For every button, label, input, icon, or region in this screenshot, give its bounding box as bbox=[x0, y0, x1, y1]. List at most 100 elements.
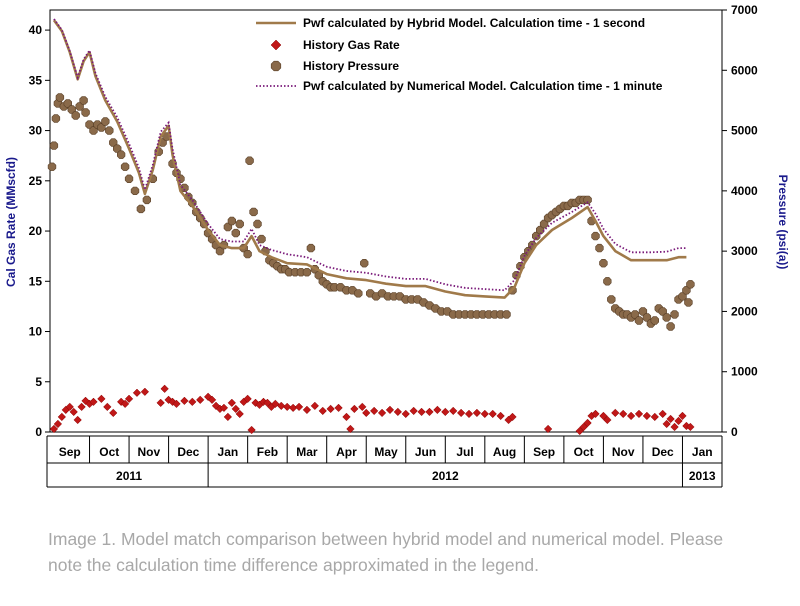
left-tick-label: 10 bbox=[29, 325, 43, 339]
history-gas-rate-point bbox=[65, 402, 74, 412]
month-label: Apr bbox=[336, 445, 357, 459]
history-gas-rate-point bbox=[678, 411, 687, 421]
history-gas-rate-point bbox=[543, 424, 553, 434]
history-pressure-point bbox=[105, 126, 114, 135]
month-label: Dec bbox=[652, 445, 674, 459]
history-pressure-point bbox=[227, 216, 236, 226]
history-gas-rate-point bbox=[326, 404, 335, 414]
history-gas-rate-point bbox=[294, 402, 304, 412]
history-gas-rate-point bbox=[172, 399, 181, 409]
history-gas-rate-point bbox=[417, 407, 426, 417]
history-gas-rate-point bbox=[73, 415, 82, 425]
history-pressure-point bbox=[249, 207, 258, 217]
month-label: Sep bbox=[59, 445, 81, 459]
history-pressure-point bbox=[120, 162, 130, 171]
series-layer bbox=[47, 18, 695, 436]
history-gas-rate-point bbox=[464, 409, 474, 419]
history-pressure-point bbox=[71, 111, 80, 120]
x-axis: Sep Oct Nov Dec Jan Feb Mar Apr May Jun Jul Aug Sep O… bbox=[46, 435, 723, 488]
month-label: Feb bbox=[257, 445, 278, 459]
history-gas-rate-point bbox=[283, 402, 292, 412]
history-pressure-point bbox=[51, 114, 61, 123]
year-label: 2012 bbox=[432, 469, 459, 483]
history-gas-rate-point bbox=[441, 407, 450, 417]
history-gas-rate-point bbox=[433, 405, 442, 415]
history-gas-rate-point bbox=[350, 404, 359, 414]
history-gas-rate-point bbox=[619, 409, 628, 419]
history-gas-rate-point bbox=[686, 422, 695, 432]
history-gas-rate-point bbox=[57, 412, 67, 422]
left-tick-label: 25 bbox=[29, 174, 43, 188]
history-gas-rate-point bbox=[666, 414, 675, 424]
left-axis-title: Cal Gas Rate (MMscfd) bbox=[4, 157, 18, 287]
month-label: Jun bbox=[415, 445, 436, 459]
left-axis: 0 5 10 15 20 25 30 35 40 bbox=[29, 23, 50, 439]
month-label: Nov bbox=[137, 445, 160, 459]
history-gas-rate-point bbox=[362, 408, 371, 418]
history-gas-rate-point bbox=[579, 422, 588, 432]
plot-border bbox=[49, 9, 723, 433]
history-pressure-point bbox=[670, 310, 679, 319]
chart-container: 0 5 10 15 20 25 30 35 40 0 1000 2000 3000 4000 5000 60… bbox=[4, 3, 790, 488]
history-gas-rate-point bbox=[223, 412, 233, 422]
history-gas-rate-point bbox=[227, 398, 236, 408]
history-gas-rate-point bbox=[310, 401, 320, 411]
history-gas-rate-point bbox=[342, 412, 351, 422]
history-gas-rate-point bbox=[219, 403, 229, 413]
history-gas-rate-point bbox=[109, 408, 118, 418]
left-tick-label: 5 bbox=[35, 375, 42, 389]
history-pressure-point bbox=[81, 108, 90, 117]
year-label: 2013 bbox=[689, 469, 716, 483]
history-gas-rate-point bbox=[634, 409, 644, 419]
history-gas-rate-point bbox=[409, 406, 418, 416]
history-pressure-point bbox=[360, 258, 369, 268]
history-pressure-point bbox=[650, 316, 660, 325]
history-gas-rate-point bbox=[277, 401, 286, 411]
history-pressure-point bbox=[354, 289, 363, 298]
right-axis: 0 1000 2000 3000 4000 5000 6000 7000 bbox=[722, 3, 758, 439]
left-tick-label: 15 bbox=[29, 274, 43, 288]
history-gas-rate-point bbox=[358, 402, 367, 412]
right-tick-label: 0 bbox=[731, 425, 738, 439]
history-gas-rate-point bbox=[626, 411, 636, 421]
right-tick-label: 4000 bbox=[731, 184, 758, 198]
history-pressure-point bbox=[245, 156, 254, 165]
year-label: 2011 bbox=[116, 469, 142, 483]
history-gas-rate-point bbox=[196, 395, 205, 405]
hybrid-model-line bbox=[52, 19, 687, 299]
month-label: Oct bbox=[574, 445, 594, 459]
history-gas-rate-point bbox=[49, 424, 59, 434]
history-gas-rate-point bbox=[472, 408, 482, 418]
history-pressure-point bbox=[253, 219, 262, 229]
left-tick-label: 30 bbox=[29, 124, 43, 138]
history-gas-rate-point bbox=[243, 394, 252, 403]
history-gas-rate-point bbox=[456, 408, 466, 418]
history-gas-rate-point bbox=[132, 388, 142, 397]
history-gas-rate-point bbox=[89, 397, 98, 407]
history-gas-rate-point bbox=[235, 409, 244, 419]
month-label: Nov bbox=[612, 445, 635, 459]
history-pressure-point bbox=[662, 313, 671, 322]
history-gas-rate-point bbox=[247, 425, 256, 435]
history-pressure-point bbox=[257, 234, 266, 244]
chart-svg: 0 5 10 15 20 25 30 35 40 0 1000 2000 3000 4000 5000 60… bbox=[4, 3, 790, 488]
right-tick-label: 1000 bbox=[731, 365, 758, 379]
history-pressure-point bbox=[136, 204, 146, 214]
history-gas-rate-point bbox=[674, 416, 683, 426]
history-gas-rate-point bbox=[425, 407, 434, 417]
history-pressure-point bbox=[55, 93, 65, 102]
month-label: Aug bbox=[493, 445, 516, 459]
history-gas-rate-point bbox=[180, 396, 189, 406]
left-tick-label: 40 bbox=[29, 23, 43, 37]
history-pressure-point bbox=[591, 231, 600, 241]
month-label: Oct bbox=[99, 445, 119, 459]
month-label: Sep bbox=[533, 445, 555, 459]
history-gas-rate-point bbox=[662, 419, 671, 429]
history-pressure-point bbox=[502, 310, 511, 319]
history-pressure-point bbox=[79, 96, 88, 105]
history-gas-rate-point bbox=[377, 408, 387, 418]
history-pressure-point bbox=[117, 150, 126, 159]
month-label: Dec bbox=[177, 445, 199, 459]
history-gas-rate-point bbox=[583, 418, 592, 428]
legend-label: History Gas Rate bbox=[303, 38, 400, 52]
